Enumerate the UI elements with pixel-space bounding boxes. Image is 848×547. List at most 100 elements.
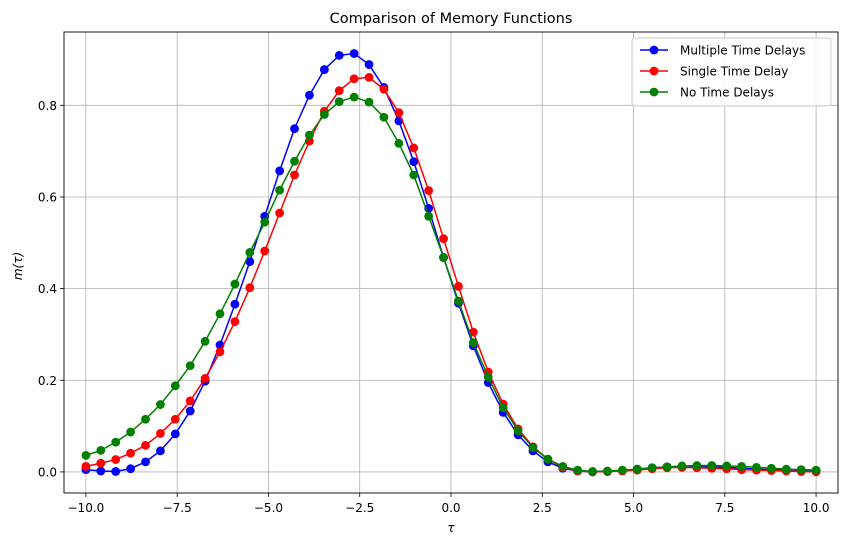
data-point <box>275 185 285 195</box>
data-point <box>319 65 329 74</box>
data-point <box>200 374 210 383</box>
data-point <box>647 463 657 473</box>
data-point <box>156 400 165 409</box>
legend-label: No Time Delays <box>680 86 774 100</box>
data-point <box>662 462 672 472</box>
data-point <box>81 462 91 471</box>
data-point <box>349 49 359 58</box>
data-point <box>334 50 344 60</box>
data-point <box>677 461 687 471</box>
x-tick-label: 0.0 <box>441 501 460 515</box>
data-point <box>811 465 821 475</box>
data-point <box>379 84 389 94</box>
data-point <box>796 465 806 475</box>
data-point <box>275 208 285 218</box>
data-point <box>305 90 314 100</box>
y-tick-label: 0.0 <box>38 465 57 479</box>
data-point <box>170 381 180 391</box>
y-tick-label: 0.8 <box>38 99 57 113</box>
data-point <box>290 156 299 166</box>
data-point <box>528 443 538 453</box>
data-point <box>439 253 448 262</box>
data-point <box>111 455 121 464</box>
grid <box>64 32 838 493</box>
data-point <box>409 143 419 153</box>
data-point <box>81 451 91 460</box>
data-point <box>498 403 508 413</box>
data-point <box>156 446 165 456</box>
data-point <box>409 157 419 167</box>
data-point <box>349 74 359 84</box>
data-point <box>364 72 374 82</box>
data-point <box>454 281 463 291</box>
data-point <box>513 426 523 436</box>
data-point <box>558 462 568 471</box>
data-point <box>454 296 463 306</box>
chart-title: Comparison of Memory Functions <box>330 11 573 27</box>
x-tick-label: 2.5 <box>533 501 552 515</box>
data-point <box>156 429 165 438</box>
legend-label: Single Time Delay <box>680 65 788 79</box>
data-point <box>230 317 240 327</box>
y-tick-label: 0.6 <box>38 190 57 204</box>
data-point <box>588 467 597 476</box>
x-tick-label: −10.0 <box>68 501 105 515</box>
data-point <box>96 445 106 455</box>
data-point <box>424 211 434 221</box>
data-point <box>170 414 180 424</box>
data-point <box>185 361 195 371</box>
y-tick-label: 0.2 <box>38 374 57 388</box>
data-point <box>245 257 255 266</box>
data-point <box>603 466 612 476</box>
data-point <box>111 437 121 447</box>
data-point <box>632 464 642 474</box>
data-point <box>334 86 344 96</box>
data-point <box>260 246 270 256</box>
data-point <box>483 372 493 382</box>
data-point <box>707 461 717 470</box>
data-point <box>230 279 240 289</box>
y-axis-label: m(τ) <box>11 252 25 280</box>
y-tick-label: 0.4 <box>38 282 57 296</box>
data-point <box>722 461 732 471</box>
data-point <box>394 138 404 148</box>
data-point <box>96 466 106 476</box>
data-point <box>141 440 150 450</box>
data-point <box>141 414 150 424</box>
data-point <box>290 124 299 134</box>
data-point <box>692 461 702 470</box>
data-point <box>170 429 180 439</box>
data-point <box>319 110 329 119</box>
x-tick-label: 5.0 <box>624 501 643 515</box>
data-point <box>573 465 583 475</box>
data-point <box>424 186 434 195</box>
data-point <box>126 427 135 437</box>
data-point <box>767 463 776 473</box>
data-point <box>260 217 270 227</box>
data-point <box>364 60 374 69</box>
data-point <box>126 448 135 458</box>
data-point <box>230 299 240 309</box>
x-axis-label: τ <box>447 521 455 535</box>
series-2 <box>81 92 821 476</box>
data-point <box>617 465 627 475</box>
data-point <box>334 97 344 107</box>
data-point <box>290 170 299 180</box>
data-point <box>275 166 285 176</box>
data-point <box>468 338 478 348</box>
x-tick-label: −7.5 <box>163 501 192 515</box>
data-point <box>215 347 225 357</box>
data-point <box>394 108 404 118</box>
data-point <box>305 130 314 140</box>
legend-marker <box>649 66 659 76</box>
ticks: −10.0 −7.5 −5.0 −2.5 0.0 2.5 5.0 7.5 10.0 0.0 0.2 0… <box>38 99 830 515</box>
data-point <box>245 283 255 293</box>
data-point <box>141 457 150 467</box>
data-point <box>379 112 389 122</box>
x-tick-label: 7.5 <box>715 501 734 515</box>
data-point <box>126 464 135 474</box>
data-point <box>752 462 761 472</box>
data-point <box>111 467 121 476</box>
legend-marker <box>649 45 659 55</box>
